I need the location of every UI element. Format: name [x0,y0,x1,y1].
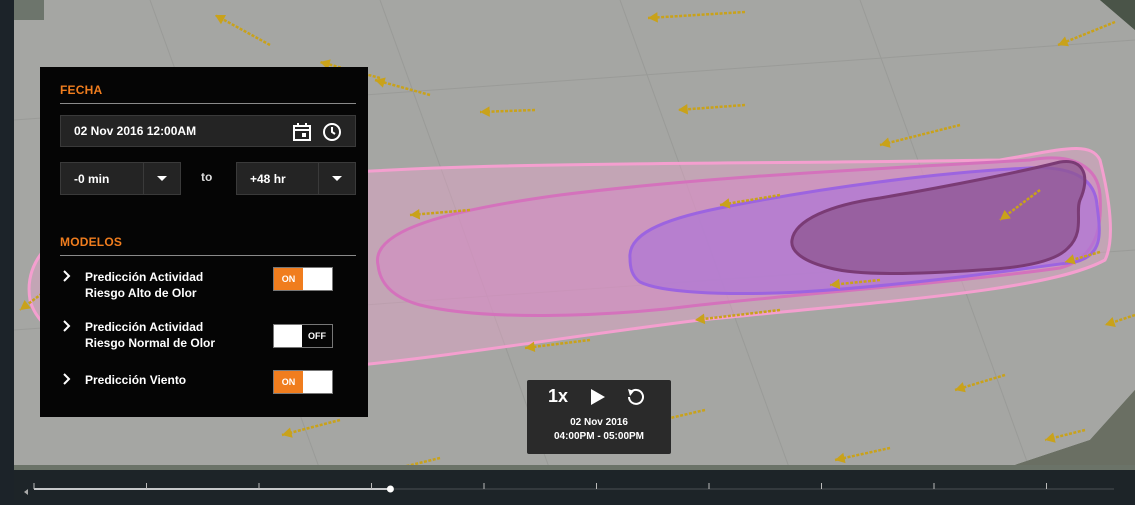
timeline-bar[interactable] [14,470,1135,500]
wind-arrow-head [525,341,536,353]
wind-arrow-head [720,198,731,209]
wind-arrow-head [1065,254,1076,265]
playback-time-range: 04:00PM - 05:00PM [553,431,645,442]
map-bottom-strip [14,465,1135,470]
wind-arrow-shaft [694,308,781,322]
model-item-riesgo-alto[interactable]: Predicción Actividad Riesgo Alto de Olor [62,269,262,303]
chevron-right-icon [63,373,71,385]
wind-arrow-shaft [214,13,271,47]
play-icon[interactable] [589,387,607,407]
modelos-title: MODELOS [60,235,123,249]
wind-arrow-head [835,452,846,464]
model-item-viento[interactable]: Predicción Viento [62,372,262,390]
wind-arrow-head [282,427,293,438]
wind-arrow-head [880,137,891,148]
model-label-line1: Predicción Actividad [85,270,204,284]
toggle-state: ON [281,274,296,284]
wind-arrow-shaft [719,193,781,207]
model-label-line2: Riesgo Normal de Olor [85,336,216,350]
chevron-down-icon [318,163,355,194]
wind-arrow-shaft [281,418,341,437]
satellite-corner-se [1000,390,1135,470]
chevron-right-icon [63,320,71,332]
date-field[interactable]: 02 Nov 2016 12:00AM [60,115,356,147]
wind-arrow-head [1058,36,1069,47]
wind-arrow-head [678,104,689,115]
satellite-corner-nw [14,0,44,20]
wind-arrow-head [215,14,226,25]
wind-arrow-head [480,106,490,117]
wind-arrow-shaft [1104,313,1135,327]
playback-control: 1x 02 Nov 2016 04:00PM - 05:00PM [527,380,671,454]
timeline-ticks [33,483,1047,489]
chevron-down-icon [143,163,180,194]
wind-arrow-shaft [647,10,746,20]
satellite-corner-ne [1100,0,1135,30]
playback-date: 02 Nov 2016 [570,417,628,428]
plume-core [790,160,1087,275]
range-from-select[interactable]: -0 min [60,162,181,195]
wind-arrow-head [695,313,706,325]
wind-arrow-head [410,208,421,220]
clock-icon[interactable] [321,121,343,143]
range-to-value: +48 hr [250,172,286,186]
wind-arrow-head [1000,209,1011,220]
range-from-value: -0 min [74,172,110,186]
wind-arrow-shaft [879,123,961,147]
toggle-state: ON [281,377,296,387]
calendar-icon[interactable] [291,121,313,143]
model-label-line2: Riesgo Alto de Olor [85,286,197,300]
wind-arrow-head [1045,432,1056,443]
timeline-left-arrow-icon[interactable] [24,489,28,495]
wind-arrow-shaft [319,60,381,80]
speed-button[interactable]: 1x [548,386,569,406]
range-to-label: to [201,170,213,184]
wind-arrow-shaft [524,338,591,350]
replay-icon[interactable] [625,386,647,408]
wind-arrow-shaft [1064,250,1101,264]
timeline-handle[interactable] [386,485,394,493]
wind-arrow-shaft [1057,20,1116,47]
wind-arrow-head [1105,316,1116,327]
map-left-edge [0,0,14,500]
timeline-track[interactable] [14,470,1135,500]
model-label-line1: Predicción Actividad [85,320,204,334]
model-label-line1: Predicción Viento [85,373,187,387]
wind-arrow-shaft [409,208,471,217]
model-item-riesgo-normal[interactable]: Predicción Actividad Riesgo Normal de Ol… [62,319,262,353]
toggle-viento[interactable]: ON [273,370,333,394]
wind-arrow-head [830,278,841,290]
toggle-riesgo-normal[interactable]: OFF [273,324,333,348]
date-value: 02 Nov 2016 12:00AM [74,124,197,138]
toggle-state: OFF [308,331,326,341]
fecha-divider [60,103,356,104]
wind-arrow-shaft [677,103,746,112]
wind-arrow-head [955,382,966,393]
wind-arrow-head [648,12,658,23]
modelos-divider [60,255,356,256]
range-to-select[interactable]: +48 hr [236,162,356,195]
chevron-right-icon [63,270,71,282]
wind-arrow-head [375,77,386,88]
control-panel: FECHA 02 Nov 2016 12:00AM -0 min to +48 … [40,67,368,417]
fecha-title: FECHA [60,83,103,97]
wind-arrow-head [20,299,31,310]
toggle-riesgo-alto[interactable]: ON [273,267,333,291]
